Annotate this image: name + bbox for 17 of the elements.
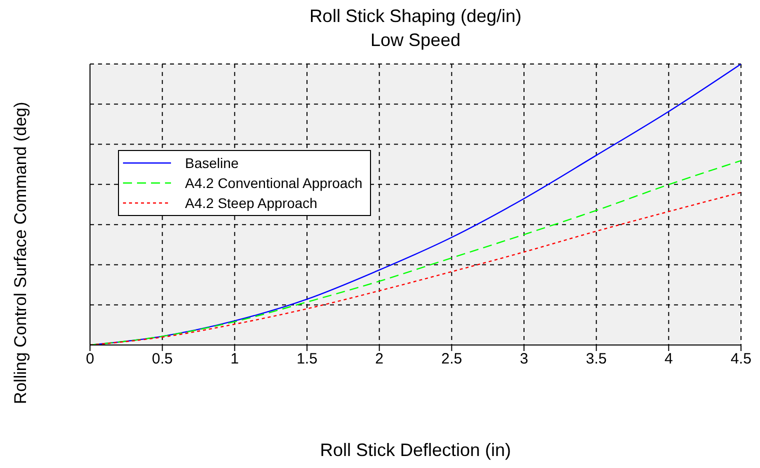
x-tick-label: 2.5: [441, 350, 462, 368]
x-axis-title: Roll Stick Deflection (in): [318, 440, 512, 461]
legend-label: A4.2 Steep Approach: [185, 195, 318, 211]
chart-title: Roll Stick Shaping (deg/in): [308, 5, 523, 28]
x-tick-label: 0: [86, 350, 94, 368]
x-tick-label: 1: [230, 350, 239, 368]
legend-label: A4.2 Conventional Approach: [185, 175, 362, 191]
x-tick-label: 3: [520, 350, 528, 368]
chart-subtitle: Low Speed: [369, 29, 462, 52]
x-tick-label: 4.5: [730, 350, 752, 368]
x-tick-label: 3.5: [586, 350, 607, 368]
x-tick-label: 2: [375, 350, 384, 368]
y-axis-title: Rolling Control Surface Command (deg): [11, 101, 31, 404]
legend-label: Baseline: [185, 155, 239, 171]
x-tick-label: 4: [664, 350, 673, 368]
x-tick-label: 1.5: [296, 350, 318, 368]
x-tick-label: 0.5: [152, 350, 173, 368]
